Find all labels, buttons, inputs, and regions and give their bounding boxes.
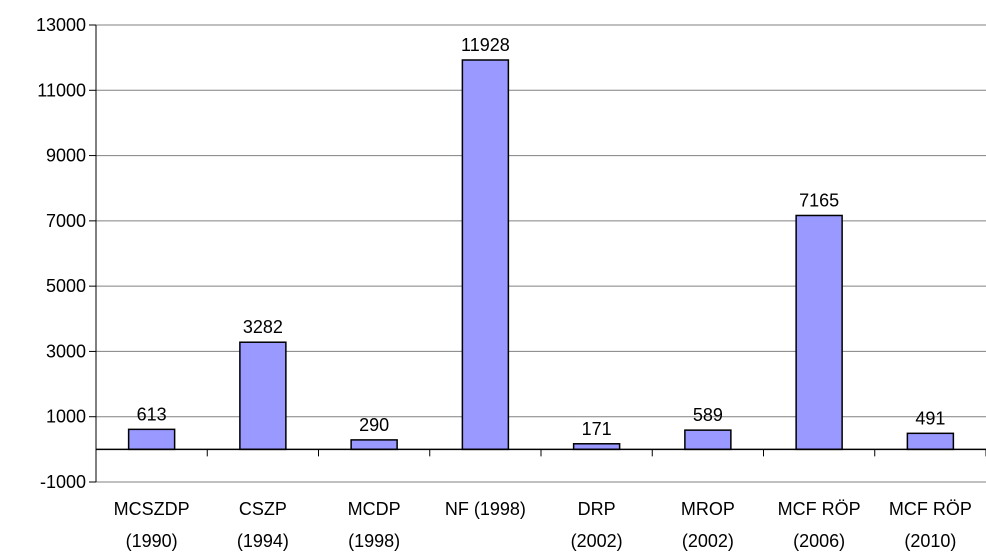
category-label: CSZP — [239, 499, 287, 519]
category-label: NF (1998) — [445, 499, 526, 519]
category-label: DRP — [578, 499, 616, 519]
data-label: 290 — [359, 415, 389, 435]
y-tick-label: 11000 — [37, 80, 86, 100]
category-label-sub: (1990) — [126, 531, 178, 551]
category-label-sub: (2010) — [904, 531, 956, 551]
y-tick-label: 9000 — [46, 146, 86, 166]
bar — [239, 341, 287, 451]
category-label: MCSZDP — [114, 499, 190, 519]
bar — [684, 429, 732, 451]
bar — [461, 59, 510, 451]
category-label: MCDP — [348, 499, 401, 519]
category-label-sub: (2006) — [793, 531, 845, 551]
data-label: 171 — [582, 419, 612, 439]
y-tick-label: 5000 — [46, 276, 86, 296]
gridlines — [96, 24, 986, 483]
bar — [572, 443, 621, 451]
axes — [89, 24, 986, 483]
y-tick-label: -1000 — [40, 472, 86, 492]
category-label: MCF RÖP — [889, 499, 972, 519]
y-tick-label: 7000 — [46, 211, 86, 231]
y-tick-label: 13000 — [36, 15, 86, 35]
category-label-sub: (1994) — [237, 531, 289, 551]
bars — [127, 59, 955, 451]
category-label-sub: (2002) — [571, 531, 623, 551]
labels: 13000 11000 9000 7000 5000 3000 1000 -1000 613 32… — [36, 15, 972, 551]
data-label: 11928 — [461, 35, 510, 55]
y-tick-label: 1000 — [46, 407, 86, 427]
category-label: MCF RÖP — [778, 499, 861, 519]
category-label: MROP — [681, 499, 735, 519]
data-label: 589 — [693, 405, 723, 425]
category-label-sub: (2002) — [682, 531, 734, 551]
data-label: 3282 — [243, 317, 283, 337]
data-label: 491 — [915, 408, 945, 428]
bar — [127, 428, 176, 451]
y-tick-label: 3000 — [46, 341, 86, 361]
category-label-sub: (1998) — [348, 531, 400, 551]
data-label: 613 — [137, 404, 167, 424]
data-label: 7165 — [799, 190, 839, 210]
bar — [906, 432, 955, 451]
bar — [795, 214, 843, 451]
bar — [350, 439, 398, 451]
